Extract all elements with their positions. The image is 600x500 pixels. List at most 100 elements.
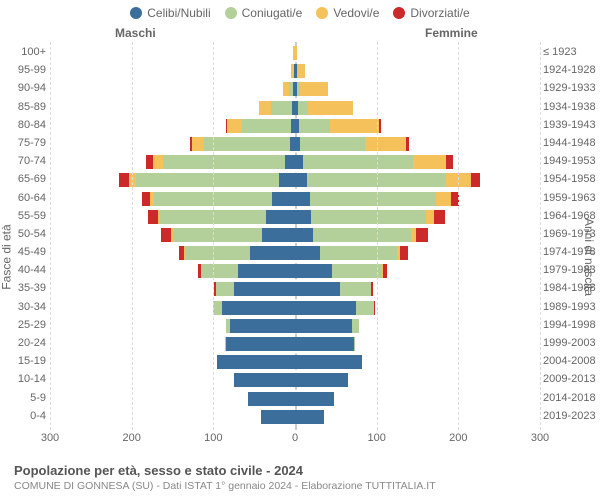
bar-female xyxy=(295,282,373,296)
bar-seg-divorziati xyxy=(400,246,408,260)
bar-female xyxy=(295,101,353,115)
bar-male xyxy=(190,137,295,151)
bar-seg-divorziati xyxy=(434,210,445,224)
legend-swatch xyxy=(130,7,142,19)
age-label: 65-69 xyxy=(4,173,46,185)
bar-female xyxy=(295,410,324,424)
bar-seg-coniugati xyxy=(213,301,221,315)
bar-seg-vedovi xyxy=(413,155,446,169)
bar-male xyxy=(259,101,295,115)
bar-seg-celibi xyxy=(295,173,307,187)
bar-seg-coniugati xyxy=(352,319,359,333)
bar-male xyxy=(226,119,295,133)
birth-label: 1989-1993 xyxy=(543,301,598,313)
bar-seg-celibi xyxy=(295,246,320,260)
bar-seg-celibi xyxy=(234,282,295,296)
bar-seg-divorziati xyxy=(416,228,428,242)
bar-seg-celibi xyxy=(295,337,354,351)
birth-label: 1984-1988 xyxy=(543,282,598,294)
bar-seg-celibi xyxy=(295,392,334,406)
bar-seg-celibi xyxy=(295,228,313,242)
bar-seg-celibi xyxy=(226,337,295,351)
bar-seg-celibi xyxy=(295,210,311,224)
bar-seg-divorziati xyxy=(161,228,171,242)
grid-line xyxy=(213,42,214,430)
birth-label: 2019-2023 xyxy=(543,410,598,422)
x-tick: 0 xyxy=(292,432,298,444)
age-label: 70-74 xyxy=(4,155,46,167)
bar-seg-coniugati xyxy=(340,282,371,296)
x-tick: 100 xyxy=(204,432,222,444)
age-label: 75-79 xyxy=(4,137,46,149)
bar-male xyxy=(261,410,295,424)
age-row: 0-42019-2023 xyxy=(50,408,540,426)
legend: Celibi/NubiliConiugati/eVedovi/eDivorzia… xyxy=(0,0,600,22)
age-row: 10-142009-2013 xyxy=(50,371,540,389)
grid-line xyxy=(458,42,459,430)
bar-seg-celibi xyxy=(261,410,295,424)
bar-male xyxy=(148,210,295,224)
age-label: 0-4 xyxy=(4,410,46,422)
bar-seg-celibi xyxy=(266,210,295,224)
x-tick: 200 xyxy=(122,432,140,444)
birth-label: 1974-1978 xyxy=(543,246,598,258)
bar-female xyxy=(295,264,387,278)
age-row: 15-192004-2008 xyxy=(50,353,540,371)
bar-seg-celibi xyxy=(238,264,295,278)
bar-male xyxy=(217,355,295,369)
bar-seg-coniugati xyxy=(310,192,437,206)
bar-seg-divorziati xyxy=(471,173,481,187)
bar-seg-divorziati xyxy=(374,301,375,315)
bar-female xyxy=(295,210,445,224)
bar-male xyxy=(283,82,295,96)
legend-item: Celibi/Nubili xyxy=(130,6,210,20)
birth-label: 1939-1943 xyxy=(543,119,598,131)
bar-male xyxy=(234,373,295,387)
age-row: 70-741949-1953 xyxy=(50,153,540,171)
x-tick: 100 xyxy=(367,432,385,444)
x-tick: 300 xyxy=(41,432,59,444)
grid-line xyxy=(50,42,51,430)
bar-seg-celibi xyxy=(295,355,362,369)
age-row: 30-341989-1993 xyxy=(50,299,540,317)
age-label: 60-64 xyxy=(4,192,46,204)
age-label: 40-44 xyxy=(4,264,46,276)
legend-label: Coniugati/e xyxy=(242,6,303,20)
bar-seg-celibi xyxy=(295,373,348,387)
bar-seg-vedovi xyxy=(308,101,353,115)
bar-seg-celibi xyxy=(295,319,352,333)
bar-female xyxy=(295,119,381,133)
footer-title: Popolazione per età, sesso e stato civil… xyxy=(14,463,586,478)
bar-male xyxy=(214,282,295,296)
footer-subtitle: COMUNE DI GONNESA (SU) - Dati ISTAT 1° g… xyxy=(14,480,586,492)
bar-seg-celibi xyxy=(222,301,296,315)
age-label: 95-99 xyxy=(4,64,46,76)
bar-seg-vedovi xyxy=(153,155,163,169)
birth-label: 1999-2003 xyxy=(543,337,598,349)
bar-male xyxy=(213,301,295,315)
birth-label: 1954-1958 xyxy=(543,173,598,185)
birth-label: 1929-1933 xyxy=(543,82,598,94)
age-row: 25-291994-1998 xyxy=(50,317,540,335)
birth-label: 1934-1938 xyxy=(543,101,598,113)
bar-male xyxy=(179,246,295,260)
birth-label: 1994-1998 xyxy=(543,319,598,331)
bar-seg-coniugati xyxy=(136,173,279,187)
age-label: 25-29 xyxy=(4,319,46,331)
age-row: 90-941929-1933 xyxy=(50,80,540,98)
bar-seg-coniugati xyxy=(332,264,383,278)
birth-label: 2014-2018 xyxy=(543,392,598,404)
age-row: 35-391984-1988 xyxy=(50,280,540,298)
pyramid-chart: Celibi/NubiliConiugati/eVedovi/eDivorzia… xyxy=(0,0,600,500)
bar-female xyxy=(295,228,428,242)
bar-female xyxy=(295,337,355,351)
bar-seg-vedovi xyxy=(227,119,242,133)
bar-female xyxy=(295,155,453,169)
plot-area: 100+≤ 192395-991924-192890-941929-193385… xyxy=(50,42,540,430)
bar-seg-celibi xyxy=(295,192,310,206)
bar-seg-celibi xyxy=(285,155,295,169)
bar-seg-vedovi xyxy=(300,82,329,96)
age-label: 80-84 xyxy=(4,119,46,131)
bar-seg-divorziati xyxy=(379,119,381,133)
bar-seg-coniugati xyxy=(163,155,286,169)
